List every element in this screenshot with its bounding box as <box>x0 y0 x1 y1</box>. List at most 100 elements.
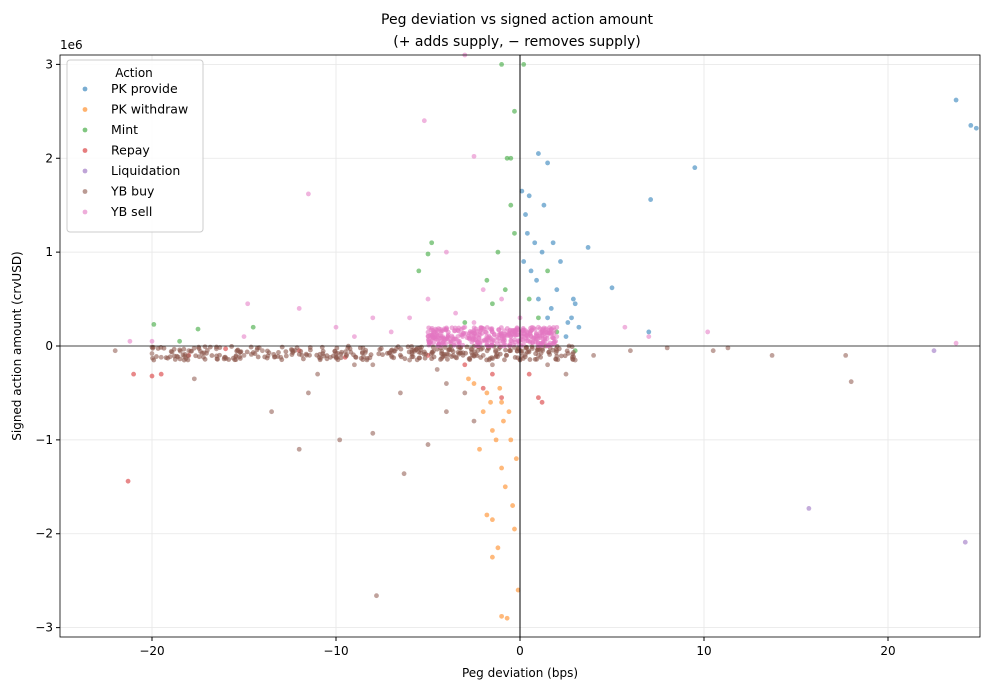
x-axis-label: Peg deviation (bps) <box>462 666 578 680</box>
legend-label: YB buy <box>110 184 155 199</box>
y-tick-label: 2 <box>45 151 53 165</box>
data-point <box>572 301 578 307</box>
data-point <box>491 338 497 344</box>
data-point <box>484 341 490 347</box>
data-point <box>565 320 571 325</box>
data-point <box>529 344 535 350</box>
data-point <box>484 390 490 396</box>
data-point <box>149 351 155 356</box>
data-point <box>444 381 449 386</box>
series-pk-withdraw <box>466 376 521 621</box>
data-point <box>489 342 495 348</box>
data-point <box>191 376 197 382</box>
data-point <box>548 306 554 311</box>
data-point <box>536 315 541 321</box>
data-point <box>664 345 670 351</box>
data-point <box>468 331 474 337</box>
data-point <box>514 326 520 332</box>
x-tick-label: 0 <box>516 644 524 658</box>
data-point <box>391 348 397 354</box>
data-point <box>462 324 468 330</box>
data-point <box>440 335 446 341</box>
data-point <box>314 352 320 358</box>
data-point <box>416 268 422 274</box>
data-point <box>481 326 487 332</box>
data-point <box>447 339 453 345</box>
data-point <box>202 344 208 350</box>
data-point <box>931 348 937 354</box>
y-axis-label: Signed action amount (crvUSD) <box>10 251 24 441</box>
data-point <box>569 315 574 321</box>
data-point <box>523 212 528 217</box>
data-point <box>380 352 385 358</box>
data-point <box>628 348 633 354</box>
data-point <box>306 390 311 396</box>
data-point <box>545 315 550 321</box>
data-point <box>483 330 489 335</box>
data-point <box>226 357 232 362</box>
data-point <box>244 349 250 355</box>
data-point <box>402 356 408 362</box>
data-point <box>395 344 401 350</box>
data-point <box>507 328 512 334</box>
chart-title: Peg deviation vs signed action amount <box>381 12 653 28</box>
data-point <box>524 230 530 236</box>
data-point <box>546 349 552 355</box>
data-point <box>471 418 477 424</box>
data-point <box>480 385 486 391</box>
data-point <box>315 371 320 377</box>
data-point <box>519 348 525 354</box>
data-point <box>471 320 477 325</box>
data-point <box>344 352 349 358</box>
data-point <box>591 352 596 358</box>
data-point <box>493 348 498 353</box>
data-point <box>526 371 532 377</box>
data-point <box>503 347 508 353</box>
data-point <box>535 347 541 353</box>
y-tick-label: 3 <box>45 57 53 71</box>
data-point <box>508 437 514 443</box>
data-point <box>409 351 415 357</box>
data-point <box>370 362 376 368</box>
data-point <box>558 353 564 359</box>
data-point <box>163 355 169 361</box>
data-point <box>477 446 482 452</box>
legend-marker <box>82 168 88 174</box>
x-tick-label: −20 <box>139 644 164 658</box>
data-point <box>438 339 444 344</box>
data-point <box>112 348 118 354</box>
legend-label: PK withdraw <box>111 102 188 117</box>
data-point <box>490 301 495 307</box>
series-yb-buy <box>112 343 854 599</box>
data-point <box>531 335 537 341</box>
data-point <box>260 348 265 354</box>
data-point <box>475 339 481 345</box>
data-point <box>474 328 480 334</box>
data-point <box>255 354 261 360</box>
data-point <box>158 354 164 360</box>
data-point <box>547 327 553 333</box>
data-point <box>549 335 555 341</box>
y-offset-label: 1e6 <box>60 38 83 52</box>
data-point <box>512 526 517 532</box>
data-point <box>376 351 382 357</box>
data-point <box>407 315 412 321</box>
data-point <box>648 197 654 202</box>
data-point <box>306 191 311 197</box>
data-point <box>407 357 412 363</box>
data-point <box>499 61 504 67</box>
data-point <box>278 354 284 360</box>
data-point <box>508 348 514 354</box>
data-point <box>486 338 492 343</box>
data-point <box>398 390 403 396</box>
series-mint <box>151 61 578 354</box>
data-point <box>476 335 482 341</box>
data-point <box>296 306 302 311</box>
data-point <box>339 349 344 355</box>
data-point <box>421 118 427 124</box>
data-point <box>545 362 550 368</box>
data-point <box>545 268 550 274</box>
data-point <box>551 325 556 330</box>
data-point <box>357 345 363 351</box>
